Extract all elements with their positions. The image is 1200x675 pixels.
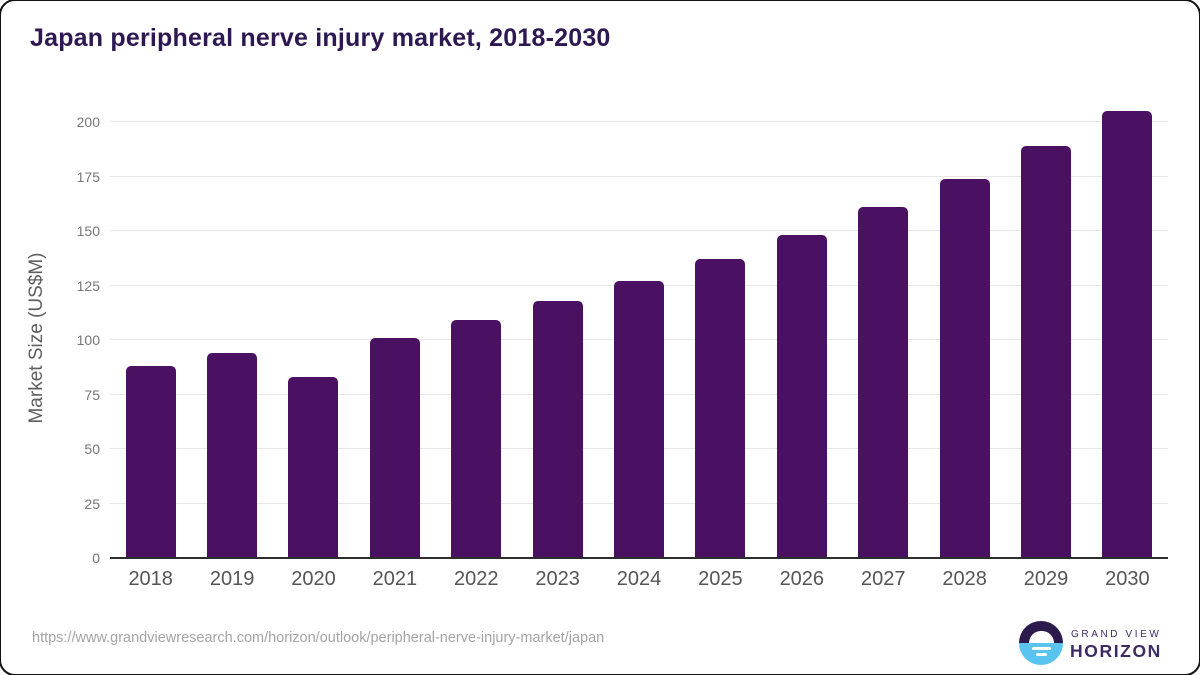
x-tick-label-2028: 2028	[942, 568, 987, 590]
x-axis-tick-labels: 2018 2019 2020 2021 2022 2023 2024 2025 2026 2027…	[110, 568, 1168, 591]
bar-2030[interactable]	[1102, 111, 1153, 558]
y-tick-label-200: 200	[76, 114, 100, 130]
reflection-bar-1	[1031, 646, 1051, 651]
reflection-bar-2	[1035, 652, 1047, 657]
bar-2020[interactable]	[288, 377, 339, 558]
x-tick-label-2020: 2020	[291, 568, 336, 590]
x-tick-label-2030: 2030	[1105, 568, 1150, 590]
y-tick-label-150: 150	[76, 223, 100, 239]
y-tick-label-0: 0	[92, 550, 100, 566]
y-axis-tick-labels: 0 25 50 75 100 125 150 175 200	[0, 114, 100, 566]
gridline-200	[110, 121, 1168, 122]
bar-2021[interactable]	[369, 337, 420, 558]
bar-2022[interactable]	[451, 320, 502, 558]
bar-2028[interactable]	[939, 178, 990, 558]
x-axis-line	[110, 556, 1168, 559]
gridline-175	[110, 175, 1168, 177]
y-tick-label-50: 50	[84, 441, 100, 457]
bar-2025[interactable]	[695, 259, 746, 558]
grand-view-horizon-logo: GRAND VIEW HORIZON	[1019, 621, 1169, 667]
bar-2018[interactable]	[125, 366, 176, 558]
y-tick-label-125: 125	[76, 277, 100, 294]
x-tick-label-2029: 2029	[1023, 568, 1069, 590]
bar-2029[interactable]	[1020, 145, 1071, 558]
bar-2026[interactable]	[776, 235, 827, 558]
bar-2019[interactable]	[207, 353, 258, 558]
y-tick-label-25: 25	[84, 495, 100, 512]
logo-text-grand-view: GRAND VIEW	[1071, 629, 1162, 640]
bar-2023[interactable]	[532, 300, 583, 558]
y-tick-label-75: 75	[84, 386, 100, 403]
chart-title: Japan peripheral nerve injury market, 20…	[30, 24, 611, 52]
y-tick-label-175: 175	[76, 168, 100, 185]
y-tick-label-100: 100	[76, 332, 100, 348]
logo-text-horizon: HORIZON	[1070, 641, 1162, 661]
plot-area	[110, 111, 1168, 559]
horizon-sun-icon	[1019, 621, 1063, 665]
sun-shape	[1028, 630, 1054, 643]
x-tick-label-2024: 2024	[616, 568, 662, 590]
source-url: https://www.grandviewresearch.com/horizo…	[32, 630, 605, 646]
bar-2024[interactable]	[614, 281, 664, 558]
x-tick-label-2021: 2021	[372, 568, 418, 590]
x-tick-label-2022: 2022	[454, 568, 499, 590]
x-tick-label-2023: 2023	[535, 568, 580, 590]
bar-2027[interactable]	[858, 207, 909, 558]
x-tick-label-2026: 2026	[779, 568, 825, 590]
x-tick-label-2019: 2019	[209, 568, 255, 590]
gridline-150	[110, 230, 1168, 231]
x-tick-label-2018: 2018	[128, 568, 173, 590]
x-tick-label-2025: 2025	[698, 568, 743, 590]
x-tick-label-2027: 2027	[860, 568, 906, 590]
